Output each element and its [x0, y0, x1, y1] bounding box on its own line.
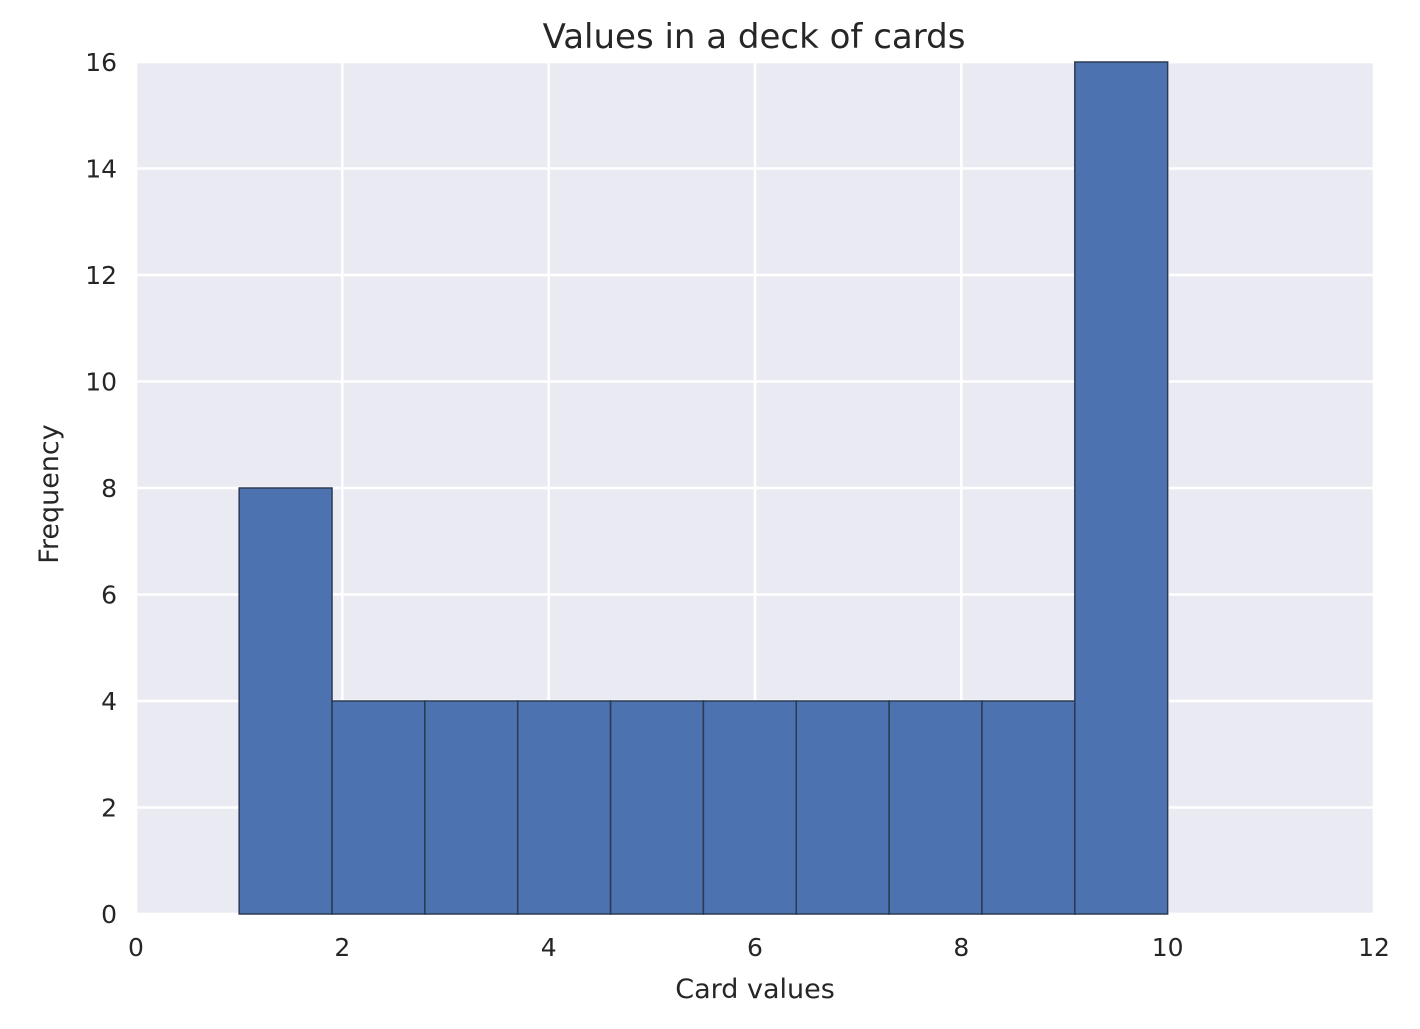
x-tick-label: 0: [128, 933, 144, 962]
x-axis-ticks: 0 2 4 6 8 10 12: [128, 933, 1390, 962]
y-axis-ticks: 0 2 4 6 8 10 12 14 16: [85, 48, 117, 929]
histogram-bar: [609, 700, 705, 915]
x-tick-label: 10: [1152, 933, 1184, 962]
y-tick-label: 10: [85, 368, 117, 397]
x-tick-label: 8: [953, 933, 969, 962]
y-tick-label: 6: [101, 581, 117, 610]
histogram-bars: [238, 61, 1169, 915]
y-tick-label: 0: [101, 900, 117, 929]
y-tick-label: 8: [101, 474, 117, 503]
histogram-bar: [516, 700, 612, 915]
histogram-bar: [702, 700, 798, 915]
histogram-bar: [331, 700, 426, 915]
y-axis-label: Frequency: [34, 424, 65, 564]
x-axis-label: Card values: [675, 974, 835, 1005]
histogram-bar: [424, 700, 519, 915]
histogram-bar: [981, 700, 1076, 915]
y-tick-label: 2: [101, 794, 117, 823]
histogram-bar: [238, 487, 333, 915]
x-tick-label: 4: [541, 933, 557, 962]
histogram-bar: [1074, 61, 1169, 915]
y-tick-label: 16: [85, 48, 117, 77]
chart-title: Values in a deck of cards: [543, 17, 966, 57]
histogram-bar: [888, 700, 983, 915]
y-tick-label: 12: [85, 261, 117, 290]
y-tick-label: 14: [85, 155, 117, 184]
histogram-bar: [795, 700, 890, 915]
x-tick-label: 12: [1358, 933, 1390, 962]
y-tick-label: 4: [101, 687, 117, 716]
x-tick-label: 2: [334, 933, 350, 962]
x-tick-label: 6: [747, 933, 763, 962]
